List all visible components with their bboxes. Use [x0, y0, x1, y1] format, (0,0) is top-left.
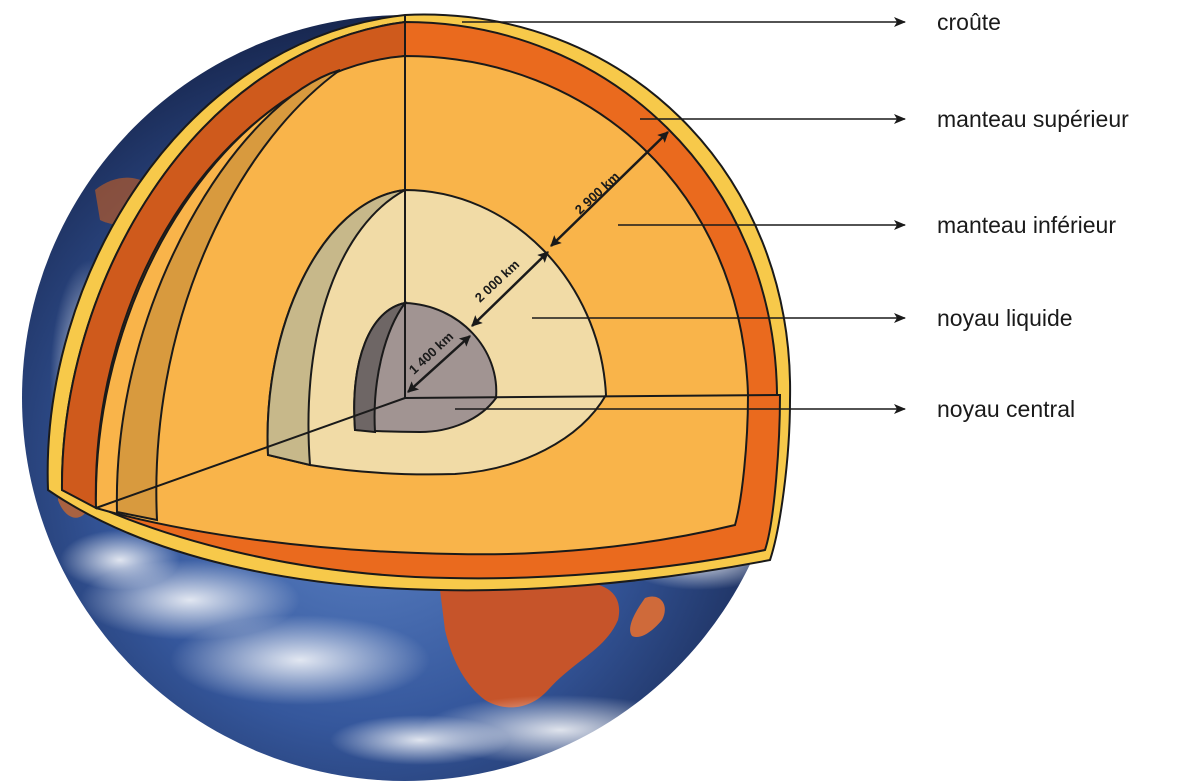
- label-liquid-core: noyau liquide: [937, 305, 1073, 331]
- label-inner-core: noyau central: [937, 396, 1075, 422]
- land-mass-madagascar: [630, 596, 665, 638]
- land-mass-africa: [440, 581, 620, 708]
- cut-lines: [95, 15, 781, 509]
- lower-mantle-side-face: [115, 69, 341, 522]
- outer-core-dimension-arrow: [471, 251, 549, 327]
- inner-core-dimension-arrow: [407, 335, 471, 393]
- mantle-dimension-arrow: [550, 131, 669, 247]
- label-lower-mantle: manteau inférieur: [937, 212, 1116, 238]
- dimension-arrows: [407, 131, 669, 393]
- label-upper-mantle: manteau supérieur: [937, 106, 1129, 132]
- leader-lines: [455, 17, 906, 414]
- label-crust: croûte: [937, 9, 1001, 35]
